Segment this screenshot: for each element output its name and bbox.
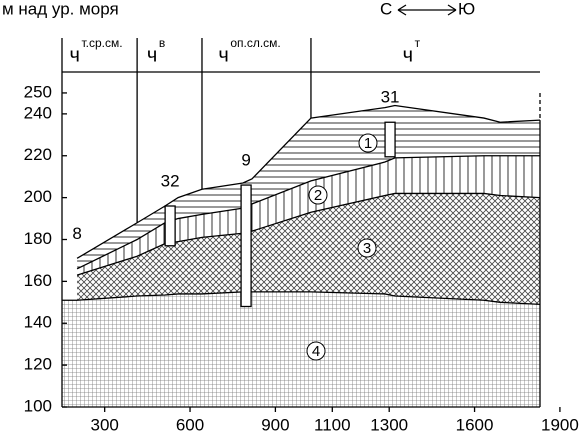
- zone-sup: в: [159, 36, 165, 50]
- well-label: 31: [381, 88, 400, 107]
- layer-label: 3: [363, 240, 371, 257]
- zone-sup: т: [415, 36, 421, 50]
- zone-label: ч: [147, 44, 157, 66]
- direction-arrow: [397, 4, 457, 16]
- direction-right: Ю: [458, 0, 475, 18]
- well: [240, 184, 252, 308]
- layer-fill: [62, 291, 540, 407]
- layer-fill: [77, 105, 540, 269]
- y-axis-label: м над ур. моря: [2, 0, 119, 18]
- y-tick-label: 180: [24, 229, 52, 248]
- y-tick-label: 100: [24, 396, 52, 415]
- y-tick-label: 240: [24, 103, 52, 122]
- y-tick-label: 250: [24, 82, 52, 101]
- zone-sup: т.ср.см.: [82, 36, 123, 50]
- zone-sup: оп.сл.см.: [230, 36, 280, 50]
- layer-fill: [77, 193, 540, 305]
- y-tick-label: 160: [24, 271, 52, 290]
- layer-label: 1: [364, 135, 372, 152]
- x-tick-label: 900: [261, 415, 289, 434]
- layer-fill: [77, 155, 540, 276]
- zone-label: ч: [403, 44, 413, 66]
- layer-circle: [358, 133, 378, 153]
- zone-label: ч: [218, 44, 228, 66]
- x-tick-label: 1600: [456, 415, 494, 434]
- y-tick-label: 220: [24, 145, 52, 164]
- x-tick-label: 600: [176, 415, 204, 434]
- layer-circle: [357, 238, 377, 258]
- x-tick-label: 300: [90, 415, 118, 434]
- y-tick-label: 120: [24, 355, 52, 374]
- layer-label: 2: [314, 187, 322, 204]
- layer-label: 4: [312, 343, 320, 360]
- direction-left: С: [380, 0, 392, 18]
- y-tick-label: 140: [24, 313, 52, 332]
- x-tick-label: 1100: [314, 415, 351, 434]
- x-tick-label: 1900: [541, 415, 579, 434]
- well-label: 9: [241, 151, 250, 170]
- well-label: 32: [161, 171, 180, 190]
- well: [164, 205, 176, 247]
- layer-circle: [308, 185, 328, 205]
- layer-circle: [306, 341, 326, 361]
- zone-label: ч: [70, 44, 80, 66]
- x-tick-label: 1300: [370, 415, 408, 434]
- well-label: 8: [72, 224, 81, 243]
- y-tick-label: 200: [24, 187, 52, 206]
- well: [384, 121, 396, 158]
